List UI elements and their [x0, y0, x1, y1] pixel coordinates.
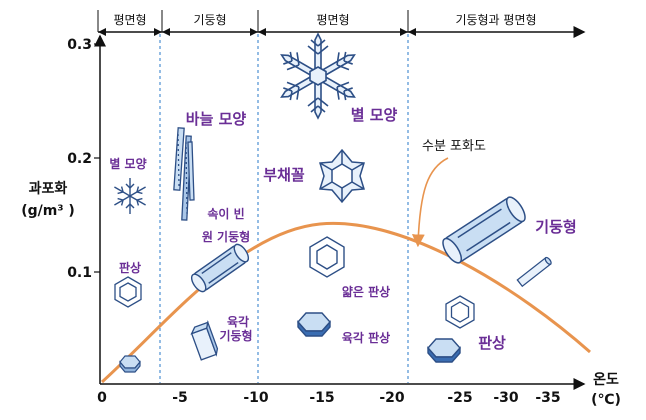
- saturation-pointer-arrow: [411, 157, 449, 248]
- x-axis-title: 온도: [593, 372, 619, 388]
- regime-bar: 평면형 기둥형 평면형 기둥형과 평면형: [97, 10, 586, 38]
- regime-label-3: 평면형: [316, 13, 349, 27]
- thin-plate-crystal: [309, 236, 345, 278]
- large-star-crystal: [280, 32, 356, 120]
- x-tick-label: -15: [309, 390, 334, 406]
- saturation-curve: [100, 221, 591, 384]
- regime-label-1: 평면형: [113, 13, 146, 27]
- right-plate-crystal: [445, 295, 475, 329]
- hollow-column-label-line2: 원 기둥형: [202, 229, 250, 244]
- y-tick-label: 0.1: [67, 265, 92, 281]
- right-hex-plate-crystal: [427, 338, 461, 363]
- plate-right-label: 판상: [478, 334, 506, 352]
- regime-label-4: 기둥형과 평면형: [455, 13, 536, 27]
- hex-column-crystal: [190, 319, 219, 361]
- x-tick-label: -35: [535, 390, 560, 406]
- small-star-label: 별 모양: [109, 156, 146, 171]
- x-tick-label: -20: [379, 390, 405, 406]
- hollow-column-label-line1: 속이 빈: [207, 206, 244, 221]
- x-tick-label: 0: [97, 390, 107, 406]
- hex-plate-crystal: [297, 312, 331, 337]
- large-column-crystal: [442, 196, 526, 264]
- y-tick-label: 0.3: [67, 37, 92, 53]
- small-plate-crystal: [114, 276, 142, 308]
- needle-label: 바늘 모양: [186, 110, 247, 128]
- small-plate-label: 판상: [119, 260, 141, 275]
- x-tick-label: -10: [243, 390, 269, 406]
- small-rod-crystal: [516, 256, 552, 288]
- y-axis-unit: (g/m³ ): [21, 203, 75, 219]
- needle-crystals: [173, 127, 195, 221]
- y-tick-label: 0.2: [67, 151, 92, 167]
- column-right-label: 기둥형: [535, 218, 576, 236]
- x-tick-label: -30: [493, 390, 519, 406]
- hex-column-label-line1: 육각: [227, 314, 249, 329]
- x-tick-label: -25: [447, 390, 472, 406]
- x-axis-unit: (℃): [591, 392, 621, 408]
- tiny-hex-prism: [119, 355, 141, 373]
- thin-plate-label: 얇은 판상: [342, 284, 390, 299]
- y-axis-title: 과포화: [29, 181, 68, 197]
- hex-plate-label: 육각 판상: [342, 330, 390, 345]
- saturation-label: 수분 포화도: [422, 139, 486, 154]
- regime-label-2: 기둥형: [193, 13, 226, 27]
- x-tick-label: -5: [172, 390, 188, 406]
- fern-crystal: [319, 148, 365, 204]
- axes: 0.3 0.2 0.1 0 -5 -10 -15 -20 -25 -30 -35…: [21, 34, 621, 408]
- hex-column-label-line2: 기둥형: [219, 328, 252, 343]
- large-star-label: 별 모양: [351, 106, 398, 124]
- hollow-column-crystal: [190, 243, 250, 293]
- fern-label: 부채꼴: [263, 166, 305, 184]
- small-star-crystal: [114, 178, 146, 214]
